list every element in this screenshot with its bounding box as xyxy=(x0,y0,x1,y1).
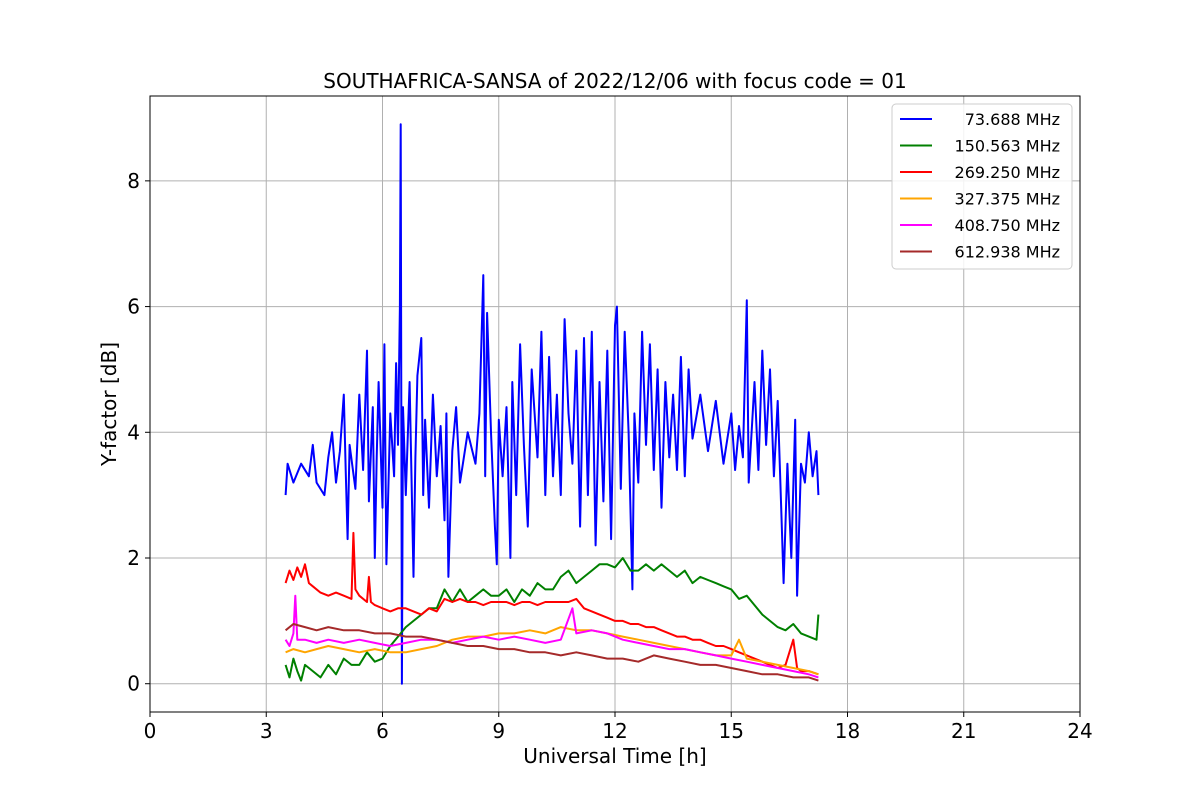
legend-box xyxy=(891,103,1073,270)
x-tick-label: 0 xyxy=(144,719,157,743)
x-tick-label: 12 xyxy=(602,719,627,743)
x-tick-label: 9 xyxy=(492,719,505,743)
series-line-1 xyxy=(284,557,820,682)
y-tick-label: 4 xyxy=(127,420,140,444)
y-tick-label: 8 xyxy=(127,169,140,193)
plot-lines xyxy=(284,123,820,685)
x-tick-label: 24 xyxy=(1067,719,1092,743)
chart-title: SOUTHAFRICA-SANSA of 2022/12/06 with foc… xyxy=(323,69,907,93)
x-tick-label: 18 xyxy=(835,719,860,743)
x-tick-label: 21 xyxy=(951,719,976,743)
legend-label: 150.563 MHz xyxy=(955,137,1060,156)
y-tick-label: 6 xyxy=(127,295,140,319)
legend-label: 327.375 MHz xyxy=(955,190,1060,209)
series-line-4 xyxy=(284,594,819,679)
legend-label: 269.250 MHz xyxy=(955,163,1060,182)
legend-label: 408.750 MHz xyxy=(955,216,1060,235)
series-line-3 xyxy=(285,626,819,676)
series-line-5 xyxy=(284,623,819,682)
x-axis-label: Universal Time [h] xyxy=(523,744,706,768)
legend: 73.688 MHz 150.563 MHz 269.250 MHz 327.375 … xyxy=(891,103,1073,270)
x-tick-label: 15 xyxy=(719,719,744,743)
legend-label: 73.688 MHz xyxy=(965,110,1060,129)
y-tick-label: 2 xyxy=(127,546,140,570)
series-line-0 xyxy=(284,123,820,685)
legend-label: 612.938 MHz xyxy=(955,243,1060,262)
series-line-2 xyxy=(284,531,819,676)
x-tick-label: 3 xyxy=(260,719,273,743)
y-tick-label: 0 xyxy=(127,672,140,696)
y-axis-label: Y-factor [dB] xyxy=(97,342,121,467)
x-tick-label: 6 xyxy=(376,719,389,743)
